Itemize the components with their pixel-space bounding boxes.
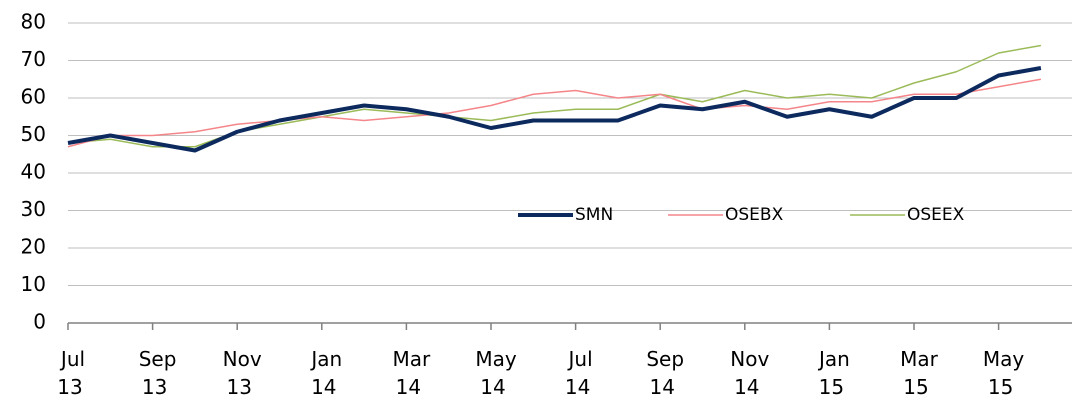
x-tick-label: Jul 14 [565, 347, 593, 399]
x-tick-label: May 14 [475, 347, 517, 399]
series-line [67, 78, 1042, 148]
y-tick-label: 0 [33, 310, 46, 334]
y-tick-label: 70 [21, 47, 46, 71]
y-tick-label: 20 [21, 235, 46, 259]
y-tick-label: 10 [21, 272, 46, 296]
x-tick-label: Sep 14 [646, 347, 684, 399]
x-tick-label: Sep 13 [139, 347, 177, 399]
series-line [67, 66, 1042, 153]
y-tick-label: 40 [21, 160, 46, 184]
x-tick-label: Nov 14 [730, 347, 769, 399]
legend-label: OSEEX [907, 205, 965, 225]
legend-label: SMN [575, 205, 613, 225]
y-tick-label: 80 [21, 10, 46, 34]
y-tick-label: 50 [21, 122, 46, 146]
x-tick-label: Jan 15 [817, 347, 850, 399]
legend-label: OSEBX [725, 205, 784, 225]
y-tick-label: 30 [21, 197, 46, 221]
y-tick-label: 60 [21, 85, 46, 109]
x-tick-label: Mar 15 [900, 347, 939, 399]
x-tick-label: Mar 14 [393, 347, 432, 399]
x-tick-label: Jan 14 [309, 347, 342, 399]
x-tick-label: May 15 [983, 347, 1025, 399]
x-tick-label: Nov 13 [223, 347, 262, 399]
x-tick-label: Jul 13 [57, 347, 85, 399]
